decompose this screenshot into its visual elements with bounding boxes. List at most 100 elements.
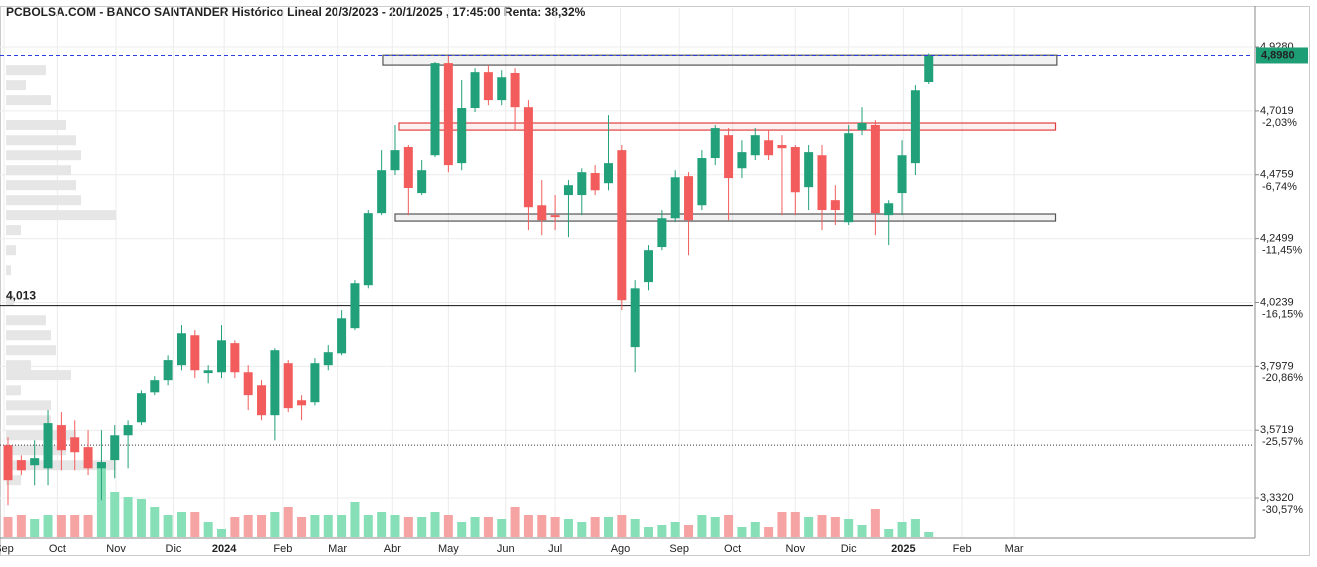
volume-bar xyxy=(523,515,533,537)
volume-bar xyxy=(777,512,787,537)
volume-profile-bar xyxy=(6,370,71,381)
x-tick-label: Ago xyxy=(611,543,631,555)
candle-body xyxy=(83,447,93,469)
x-tick-label: Nov xyxy=(786,543,806,555)
candle-body xyxy=(657,218,667,248)
volume-bar xyxy=(617,515,627,537)
volume-profile-bar xyxy=(6,135,76,146)
volume-bar xyxy=(710,517,720,537)
candle-body xyxy=(390,150,400,171)
y-tick-label: 4,4759 xyxy=(1260,169,1294,181)
volume-bar xyxy=(443,515,453,537)
volume-bar xyxy=(924,532,934,537)
zone xyxy=(394,213,1057,222)
candle-body xyxy=(150,380,160,393)
volume-bar xyxy=(857,525,867,537)
chart-title: PCBOLSA.COM - BANCO SANTANDER Histórico … xyxy=(6,5,586,19)
x-tick-label: Abr xyxy=(384,543,401,555)
volume-profile-bar xyxy=(6,225,21,236)
y2-tick-label: -25,57% xyxy=(1262,436,1303,448)
candle-body xyxy=(457,108,467,164)
candle-body xyxy=(497,77,507,101)
candle-body xyxy=(30,458,40,466)
volume-profile-bar xyxy=(6,315,46,326)
volume-profile-bar xyxy=(6,150,81,161)
x-tick-label: Mar xyxy=(328,543,347,555)
volume-profile-bar xyxy=(6,165,71,176)
last-price-box xyxy=(1256,47,1308,64)
volume-bar xyxy=(644,527,654,537)
y2-tick-label: -6,74% xyxy=(1262,181,1297,193)
y2-tick-label: -11,45% xyxy=(1262,245,1302,257)
volume-bar xyxy=(750,522,760,537)
volume-bar xyxy=(377,512,387,537)
zone xyxy=(398,122,1057,131)
volume-profile-bar xyxy=(6,195,81,206)
x-tick-label: Sep xyxy=(0,543,14,555)
volume-bar xyxy=(16,515,26,537)
volume-profile-bar xyxy=(6,415,51,426)
volume-profile-bar xyxy=(6,330,51,341)
volume-bar xyxy=(764,527,774,537)
volume-bar xyxy=(603,517,613,537)
volume-profile-bar xyxy=(6,445,66,456)
candle-body xyxy=(43,423,53,469)
candle-body xyxy=(16,460,26,471)
candle-body xyxy=(483,72,493,101)
volume-profile-bar xyxy=(6,385,21,396)
x-tick-label: Sep xyxy=(669,543,689,555)
volume-bar xyxy=(870,509,880,537)
candle-body xyxy=(830,200,840,211)
volume-bar xyxy=(110,492,120,537)
candle-body xyxy=(56,425,66,451)
candle-body xyxy=(577,172,587,196)
volume-bar xyxy=(70,515,80,537)
volume-bar xyxy=(350,502,360,537)
candle-body xyxy=(243,372,253,396)
volume-bar xyxy=(176,512,186,537)
candle-body xyxy=(176,333,186,366)
candle-body xyxy=(617,150,627,301)
volume-profile-bar xyxy=(6,295,14,306)
volume-profile-bar xyxy=(6,360,31,371)
candle-body xyxy=(884,203,894,216)
y2-tick-label: -20,86% xyxy=(1262,372,1303,384)
candle-body xyxy=(190,335,200,371)
candle-body xyxy=(630,288,640,348)
volume-profile-bar xyxy=(6,210,116,221)
volume-bar xyxy=(310,515,320,537)
candle-body xyxy=(590,173,600,191)
volume-bar xyxy=(163,515,173,537)
volume-bar xyxy=(297,517,307,537)
volume-bar xyxy=(217,529,227,537)
candle-body xyxy=(417,170,427,194)
volume-bar xyxy=(670,522,680,537)
volume-bar xyxy=(483,517,493,537)
volume-bar xyxy=(337,515,347,537)
volume-profile-bar xyxy=(6,180,76,191)
candle-body xyxy=(443,63,453,166)
y-tick-label: 4,0239 xyxy=(1260,296,1294,308)
volume-bar xyxy=(150,507,160,537)
candle-body xyxy=(710,128,720,159)
candle-body xyxy=(777,145,787,149)
volume-bar xyxy=(724,515,734,537)
candle-body xyxy=(817,155,827,211)
candle-body xyxy=(870,124,880,214)
candle-body xyxy=(230,343,240,373)
candle-body xyxy=(603,163,613,184)
volume-bar xyxy=(510,507,520,537)
last-price-label: 4,8980 xyxy=(1261,49,1295,61)
candle-body xyxy=(857,123,867,131)
candle-body xyxy=(430,63,440,156)
x-tick-label: Feb xyxy=(953,543,972,555)
volume-profile-bar xyxy=(6,430,76,441)
candle-body xyxy=(897,155,907,194)
candle-body xyxy=(377,170,387,214)
candle-body xyxy=(804,152,814,188)
candle-body xyxy=(563,185,573,196)
candle-body xyxy=(70,437,80,453)
candle-body xyxy=(764,140,774,156)
volume-bar xyxy=(737,527,747,537)
